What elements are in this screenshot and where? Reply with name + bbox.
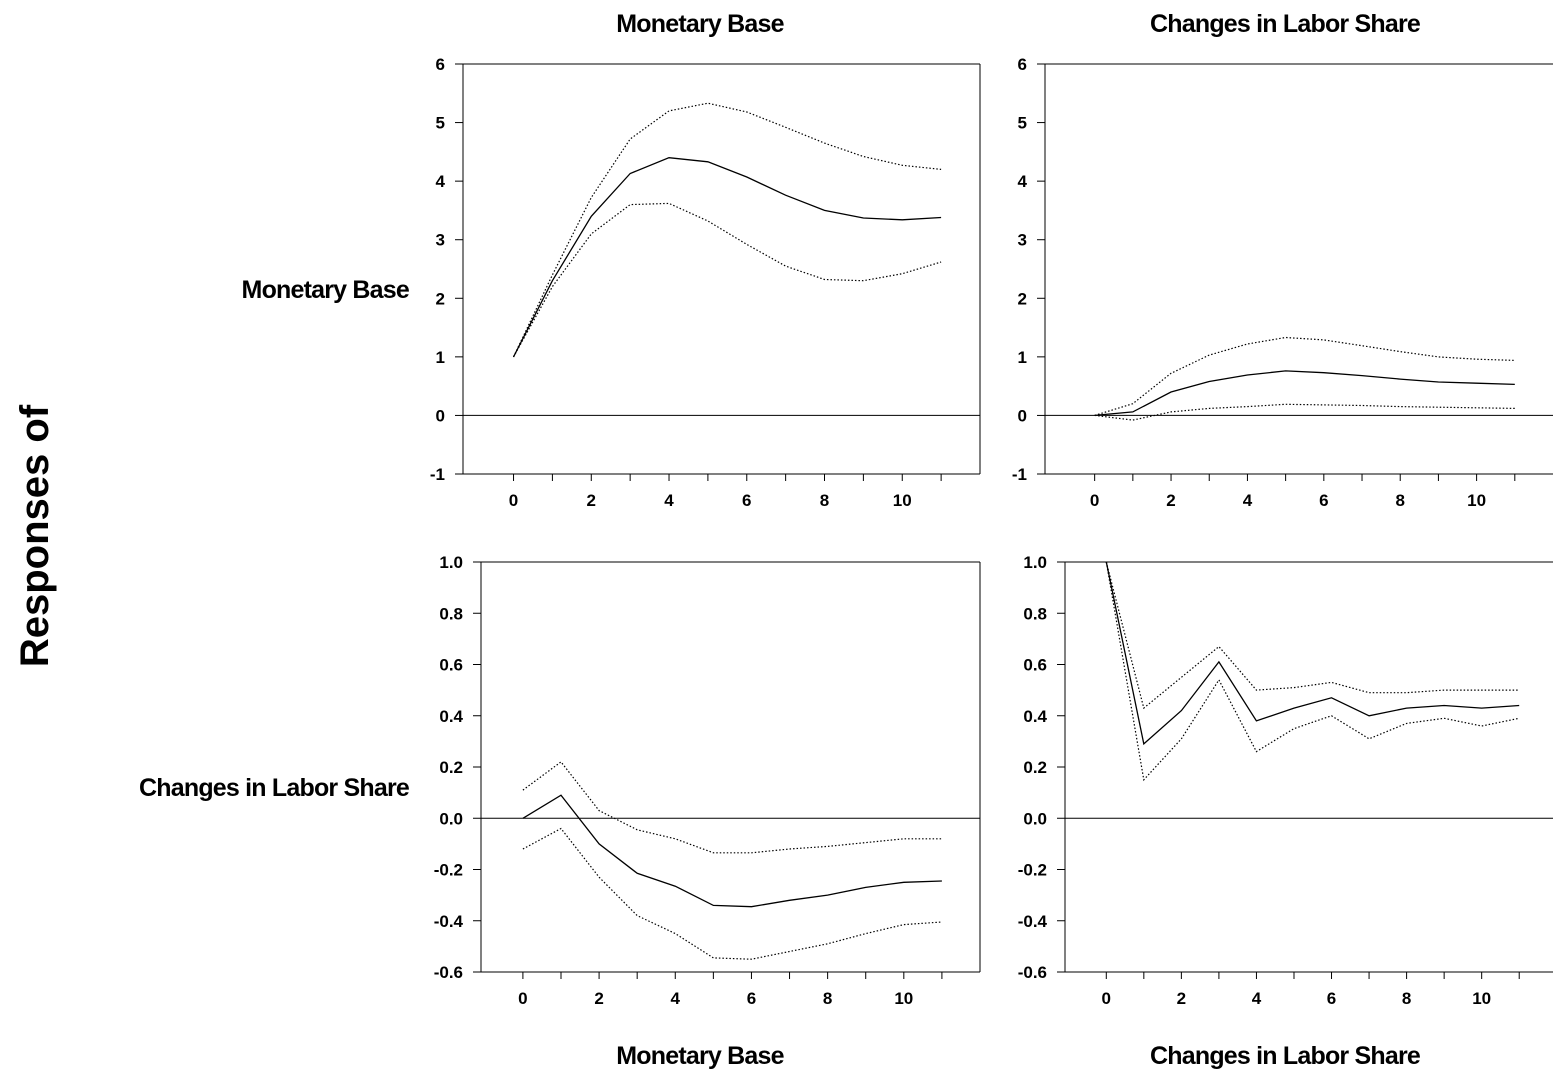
x-tick-label: 8 [1395,491,1404,510]
y-tick-label: 0.6 [439,656,463,675]
x-tick-label: 8 [1402,989,1411,1008]
series-response-line [1105,561,1520,746]
y-tick-label: 6 [436,55,445,74]
series-response-line [1094,370,1515,417]
col-title-bottom-1: Monetary Base [616,1042,784,1070]
y-tick-label: 1 [436,348,445,367]
x-tick-label: 10 [894,989,913,1008]
y-tick-label: 5 [1018,114,1027,133]
x-tick-label: 6 [1327,989,1336,1008]
y-tick-label: 3 [436,231,445,250]
x-tick-label: 0 [518,989,527,1008]
col-title-top-2: Changes in Labor Share [1150,10,1421,38]
panel-labor-share-to-labor-share: -0.6 -0.4 -0.2 0.0 0.2 0.4 0.6 0.8 1.0 0 2 4 6 8 10 [1018,553,1553,1008]
y-tick-label: 3 [1018,231,1027,250]
series-response-line [522,794,942,908]
y-tick-label: -0.2 [434,861,463,880]
series-response-line [512,157,942,358]
y-tick-label: 6 [1018,55,1027,74]
x-tick-label: 2 [1177,989,1186,1008]
panel-mb-to-mb: -1 0 1 2 3 4 5 6 0 2 4 6 8 10 [430,55,981,510]
y-tick-label: -0.4 [1018,912,1048,931]
y-tick-label: 0.4 [1023,707,1047,726]
x-tick-label: 6 [747,989,756,1008]
y-tick-label: 0.2 [1023,758,1047,777]
y-tick-label: -1 [1012,465,1027,484]
y-tick-label: -1 [430,465,445,484]
panel-mb-to-labor-share: -1 0 1 2 3 4 5 6 0 2 4 6 8 10 [1012,55,1553,510]
y-tick-label: -0.6 [1018,963,1047,982]
panel-labor-share-to-mb: -0.6 -0.4 -0.2 0.0 0.2 0.4 0.6 0.8 1.0 0 2 4 6 8 10 [434,553,981,1008]
y-tick-label: 2 [1018,289,1027,308]
x-tick-label: 10 [1467,491,1486,510]
x-tick-label: 4 [664,491,674,510]
y-tick-label: 0 [1018,406,1027,425]
series-lower-line [1094,403,1515,421]
series-lower-line [522,827,942,960]
series-upper-line [1105,561,1520,710]
y-tick-label: 2 [436,289,445,308]
y-tick-label: 0 [436,406,445,425]
y-tick-label: 1 [1018,348,1027,367]
y-tick-label: 0.2 [439,758,463,777]
x-tick-label: 10 [1472,989,1491,1008]
series-lower-line [512,202,942,358]
y-tick-label: 0.0 [1023,809,1047,828]
series-upper-line [522,761,942,854]
x-tick-label: 4 [671,989,681,1008]
y-tick-label: 5 [436,114,445,133]
series-upper-line [1094,336,1515,416]
y-tick-label: 0.8 [439,604,463,623]
series-lower-line [1105,561,1520,782]
x-tick-label: 8 [820,491,829,510]
y-tick-label: -0.2 [1018,861,1047,880]
x-tick-label: 8 [823,989,832,1008]
col-title-bottom-2: Changes in Labor Share [1150,1042,1421,1070]
y-tick-label: 0.4 [439,707,463,726]
y-tick-label: 0.0 [439,809,463,828]
y-tick-label: 1.0 [1023,553,1047,572]
row-title-2: Changes in Labor Share [139,774,410,802]
y-tick-label: 4 [436,172,446,191]
x-tick-label: 0 [1102,989,1111,1008]
y-tick-label: 4 [1018,172,1028,191]
series-upper-line [512,102,942,358]
y-tick-label: 1.0 [439,553,463,572]
col-title-top-1: Monetary Base [616,10,784,38]
x-tick-label: 2 [1166,491,1175,510]
row-title-1: Monetary Base [242,276,410,304]
x-tick-label: 4 [1243,491,1253,510]
x-tick-label: 2 [594,989,603,1008]
x-tick-label: 4 [1252,989,1262,1008]
y-tick-label: 0.8 [1023,604,1047,623]
y-tick-label: -0.6 [434,963,463,982]
x-tick-label: 6 [1319,491,1328,510]
x-tick-label: 0 [1090,491,1099,510]
row-axis-title: Responses of [13,404,57,667]
x-tick-label: 6 [742,491,751,510]
x-tick-label: 2 [587,491,596,510]
x-tick-label: 0 [509,491,518,510]
y-tick-label: -0.4 [434,912,464,931]
y-tick-label: 0.6 [1023,656,1047,675]
x-tick-label: 10 [893,491,912,510]
